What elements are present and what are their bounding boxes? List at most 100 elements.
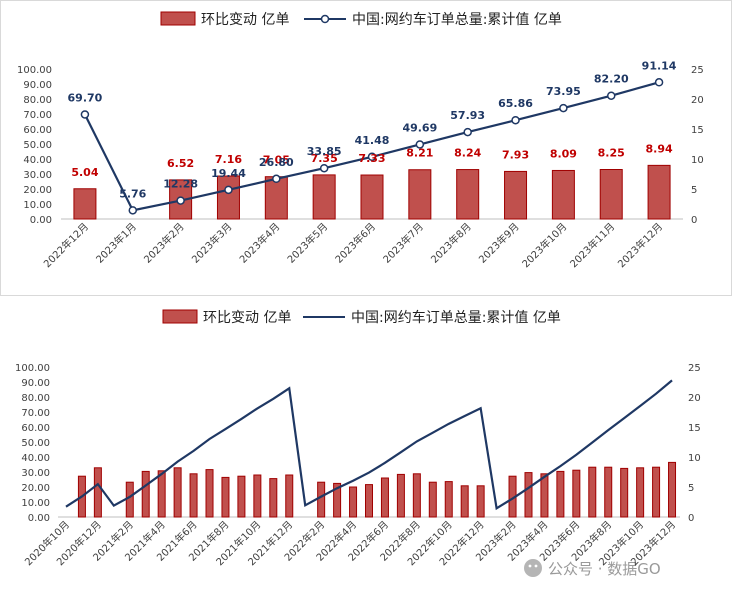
bar	[221, 476, 230, 518]
line-point	[463, 127, 472, 137]
chart-bottom: 环比变动 亿单 中国:网约车订单总量:累计值 亿单 公众号 · 数据GO 0.0…	[15, 309, 701, 578]
y-right-tick-label: 0	[688, 513, 694, 524]
line-data-label: 12.28	[163, 178, 198, 191]
bar	[604, 466, 613, 518]
bar-data-label: 7.33	[358, 152, 385, 165]
line-point	[654, 78, 664, 87]
x-tick-label: 2023年12月	[615, 220, 665, 270]
bar	[556, 470, 565, 518]
bar	[216, 175, 240, 220]
bar	[572, 469, 581, 518]
y-left-tick-label: 70.00	[23, 110, 52, 121]
bar-data-label: 8.25	[598, 147, 625, 160]
bar	[460, 485, 469, 518]
line-data-label: 57.93	[450, 109, 485, 122]
wechat-icon	[524, 559, 542, 577]
y-left-tick-label: 90.00	[23, 80, 52, 91]
legend-bar-swatch	[160, 11, 196, 26]
line-point	[176, 196, 185, 205]
line-point	[128, 206, 138, 215]
bar	[380, 477, 389, 518]
line-point	[606, 91, 616, 100]
chart-panel-top: 环比变动 亿单 中国:网约车订单总量:累计值 亿单 0.00 10.00 20.00…	[0, 0, 732, 296]
bar	[141, 470, 150, 518]
y-left-tick-label: 30.00	[21, 468, 50, 479]
line-data-label: 41.48	[355, 134, 390, 147]
bar-data-label: 7.16	[215, 153, 242, 166]
bar	[312, 174, 336, 220]
watermark-text: 公众号 · 数据GO	[548, 560, 661, 578]
line-data-label: 82.20	[594, 73, 629, 86]
line-data-label: 33.85	[307, 145, 342, 158]
bar	[588, 466, 597, 518]
legend-top: 环比变动 亿单 中国:网约车订单总量:累计值 亿单	[160, 11, 562, 28]
legend-bar-label: 环比变动 亿单	[201, 12, 289, 28]
y-right-tick-label: 10	[691, 155, 704, 166]
y-right-tick-label: 20	[688, 393, 701, 404]
y-left-tick-label: 0.00	[28, 513, 50, 524]
line-data-label: 5.76	[119, 187, 146, 200]
bar	[173, 467, 182, 518]
bar	[540, 473, 549, 518]
y-left-tick-label: 40.00	[21, 453, 50, 464]
x-tick-label: 2023年5月	[284, 220, 330, 266]
bar-data-label: 8.24	[454, 147, 481, 160]
y-left-tick-label: 40.00	[23, 155, 52, 166]
y-left-tick-label: 0.00	[30, 215, 52, 226]
y-left-tick-label: 70.00	[21, 408, 50, 419]
bar-data-label: 8.09	[550, 147, 577, 160]
bar	[189, 473, 198, 518]
line-data-label: 26.80	[259, 156, 294, 169]
y-left-tick-label: 20.00	[23, 185, 52, 196]
x-tick-label: 2023年2月	[141, 220, 187, 266]
legend-line-marker	[320, 14, 330, 24]
bar	[551, 169, 575, 220]
bar	[285, 474, 294, 518]
bar	[237, 475, 246, 518]
bar	[652, 466, 661, 518]
y-left-tick-label: 30.00	[23, 170, 52, 181]
y-right-tick-label: 5	[688, 483, 694, 494]
y-left-tick-label: 100.00	[17, 65, 52, 76]
chart-panel-bottom: 环比变动 亿单 中国:网约车订单总量:累计值 亿单 公众号 · 数据GO 0.0…	[0, 300, 732, 595]
line-point	[319, 163, 329, 173]
bar	[317, 481, 326, 518]
bar-data-label: 6.52	[167, 157, 194, 170]
bar	[269, 478, 278, 518]
bar	[668, 461, 677, 518]
line-point	[415, 140, 425, 149]
bar	[365, 484, 373, 518]
bar	[349, 486, 358, 518]
x-tick-label: 2023年3月	[189, 220, 235, 266]
y-left-tick-label: 60.00	[21, 423, 50, 434]
bar	[504, 170, 528, 220]
bar	[412, 473, 421, 518]
bar	[636, 467, 645, 518]
y-right-tick-label: 15	[688, 423, 701, 434]
legend-bar-swatch	[162, 309, 198, 324]
bar-data-label: 7.93	[502, 148, 529, 161]
y-left-tick-label: 90.00	[21, 378, 50, 389]
bar-data-label: 8.21	[406, 147, 433, 160]
line-point	[367, 152, 377, 162]
chart-top: 环比变动 亿单 中国:网约车订单总量:累计值 亿单 0.00 10.00 20.00…	[17, 11, 704, 270]
bar	[476, 485, 485, 518]
y-right-tick-label: 5	[691, 185, 697, 196]
series-line-cumulative	[65, 379, 673, 511]
x-tick-label: 2023年7月	[380, 220, 426, 266]
legend-bottom: 环比变动 亿单 中国:网约车订单总量:累计值 亿单	[162, 309, 561, 326]
bar	[647, 164, 671, 220]
bar	[125, 481, 134, 518]
bar	[396, 473, 405, 518]
bar	[456, 169, 480, 220]
bar	[444, 481, 453, 518]
legend-line-label: 中国:网约车订单总量:累计值 亿单	[352, 11, 562, 28]
line-point	[224, 185, 233, 195]
y-left-tick-label: 10.00	[23, 200, 52, 211]
y-right-tick-label: 20	[691, 95, 704, 106]
bar	[408, 169, 432, 220]
y-right-tick-label: 10	[688, 453, 701, 464]
y-left-tick-label: 50.00	[21, 438, 50, 449]
legend-bar-label: 环比变动 亿单	[203, 310, 291, 326]
y-left-tick-label: 80.00	[21, 393, 50, 404]
